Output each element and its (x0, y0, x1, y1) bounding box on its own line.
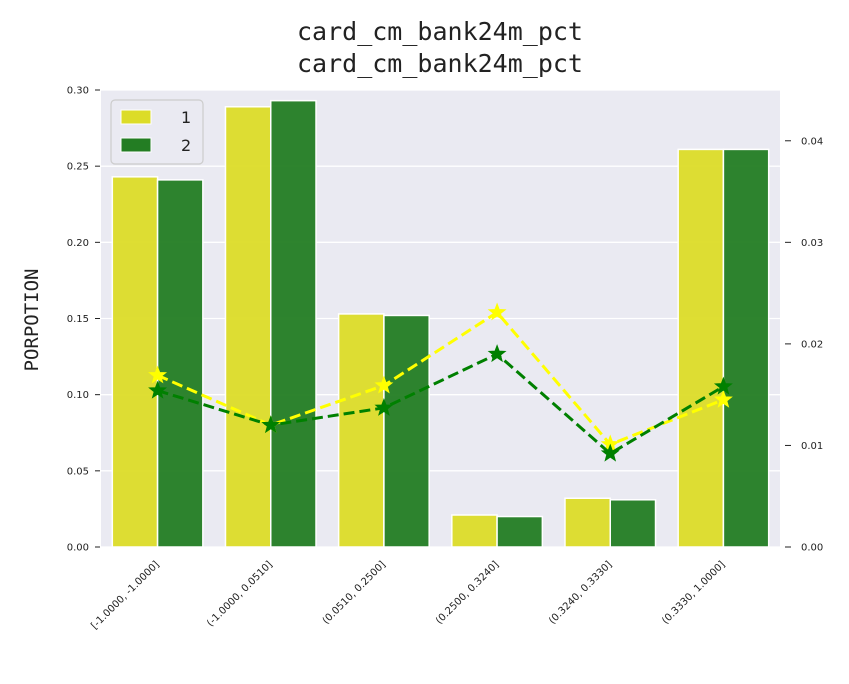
series-line (157, 352, 725, 456)
line-point (148, 380, 168, 399)
y-right-tick-label: 0.03 (801, 238, 823, 249)
series-line (156, 310, 724, 447)
x-tick-label: (0.0510, 0.2500] (321, 559, 388, 626)
bar (722, 148, 770, 548)
x-tick-label: (0.3240, 0.3330] (547, 559, 614, 626)
y-tick-label: 0.25 (67, 162, 89, 173)
chart-title: card_cm_bank24m_pct (297, 17, 583, 46)
line-point (374, 397, 394, 416)
y-right-tick-label: 0.04 (801, 136, 823, 147)
y-tick-label: 0.05 (67, 466, 89, 477)
bar (337, 313, 385, 548)
bar (270, 99, 317, 548)
y-tick-label: 0.15 (67, 314, 89, 325)
y-right-tick-label: 0.02 (801, 339, 823, 350)
y-axis-label: PORPOTION (21, 269, 43, 372)
bar (383, 314, 430, 548)
x-tick-label: (0.2500, 0.3240] (434, 559, 501, 626)
bar (156, 179, 204, 548)
bar (451, 514, 498, 548)
line-point (374, 375, 394, 394)
y-tick-label: 0.00 (67, 543, 89, 554)
y-tick-label: 0.30 (67, 86, 89, 97)
x-tick-label: (-1.0000, 0.0510] (205, 559, 275, 629)
bar (564, 497, 612, 548)
x-tick-label: [-1.0000, -1.0000] (89, 559, 161, 631)
x-tick-label: (0.3330, 1.0000] (660, 559, 727, 626)
plot-area: 0.00 0.05 0.10 0.15 0.20 0.25 0.30 0.00 0.01 0.02… (67, 86, 824, 632)
chart-subtitle: card_cm_bank24m_pct (297, 49, 583, 78)
legend-label: 2 (181, 136, 191, 155)
line-point (261, 415, 281, 434)
legend-swatch (120, 109, 152, 125)
line-point (148, 365, 168, 384)
line-point (487, 302, 507, 321)
bar (496, 515, 544, 548)
bar (677, 148, 725, 548)
legend-swatch (120, 137, 152, 153)
line-point (713, 389, 733, 408)
bar (224, 106, 272, 548)
line-point (713, 376, 733, 395)
y-tick-label: 0.20 (67, 238, 89, 249)
y-right-tick-label: 0.00 (801, 543, 823, 554)
legend-label: 1 (181, 108, 191, 127)
y-right-tick-label: 0.01 (801, 441, 823, 452)
y-tick-label: 0.10 (67, 390, 89, 401)
line-point (487, 344, 507, 363)
line-point (600, 443, 620, 462)
bar (111, 176, 159, 548)
bar (609, 499, 657, 548)
